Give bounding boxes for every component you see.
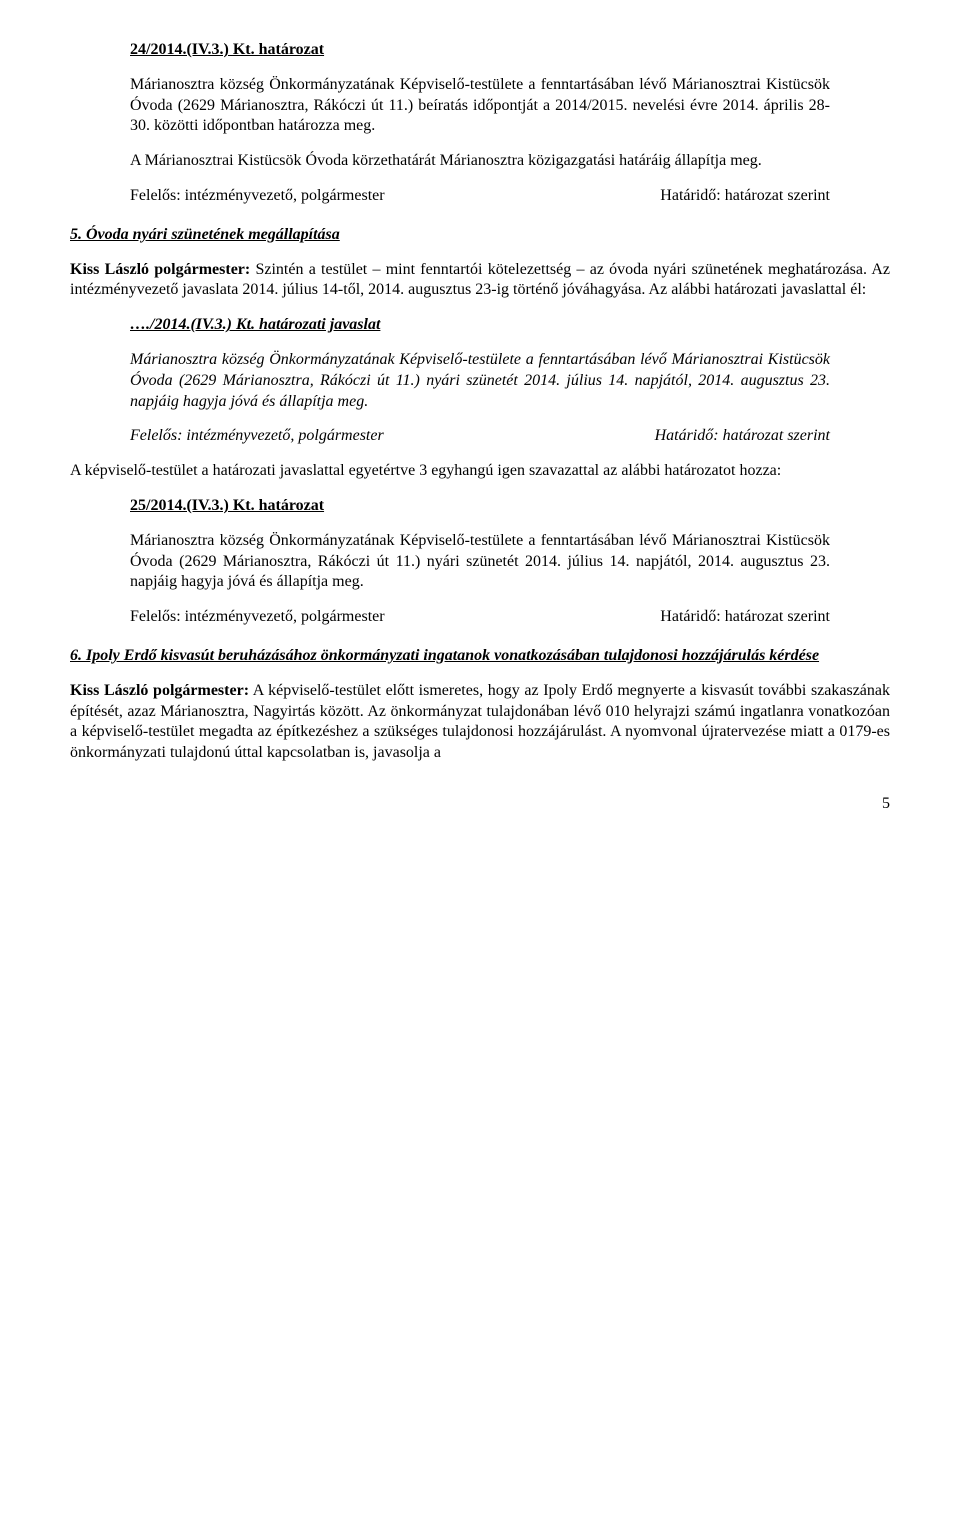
mayor-paragraph: Kiss László polgármester: Szintén a test…: [70, 260, 890, 302]
responsibility-line: Felelős: intézményvezető, polgármester H…: [130, 186, 830, 207]
deadline-text: Határidő: határozat szerint: [655, 426, 830, 447]
resolution-title: 24/2014.(IV.3.) Kt. határozat: [130, 40, 830, 61]
section-heading-6: 6. Ipoly Erdő kisvasút beruházásához önk…: [70, 646, 890, 667]
mayor-name: Kiss László polgármester:: [70, 682, 249, 699]
resolution-paragraph: Márianosztra község Önkormányzatának Kép…: [130, 75, 830, 137]
section-heading-5: 5. Óvoda nyári szünetének megállapítása: [70, 225, 890, 246]
mayor-paragraph: Kiss László polgármester: A képviselő-te…: [70, 681, 890, 764]
responsible-text: Felelős: intézményvezető, polgármester: [130, 186, 385, 207]
responsibility-line: Felelős: intézményvezető, polgármester H…: [130, 607, 830, 628]
vote-paragraph: A képviselő-testület a határozati javasl…: [70, 461, 890, 482]
proposal-paragraph: Márianosztra község Önkormányzatának Kép…: [130, 350, 830, 412]
resolution-paragraph: Márianosztra község Önkormányzatának Kép…: [130, 531, 830, 593]
proposal-responsibility-line: Felelős: intézményvezető, polgármester H…: [130, 426, 830, 447]
proposal-title: …./2014.(IV.3.) Kt. határozati javaslat: [130, 315, 830, 336]
responsible-text: Felelős: intézményvezető, polgármester: [130, 607, 385, 628]
mayor-name: Kiss László polgármester:: [70, 261, 250, 278]
resolution-title: 25/2014.(IV.3.) Kt. határozat: [130, 496, 830, 517]
deadline-text: Határidő: határozat szerint: [660, 607, 830, 628]
page-number: 5: [70, 794, 890, 815]
resolution-paragraph: A Márianosztrai Kistücsök Óvoda körzetha…: [130, 151, 830, 172]
deadline-text: Határidő: határozat szerint: [660, 186, 830, 207]
responsible-text: Felelős: intézményvezető, polgármester: [130, 426, 384, 447]
